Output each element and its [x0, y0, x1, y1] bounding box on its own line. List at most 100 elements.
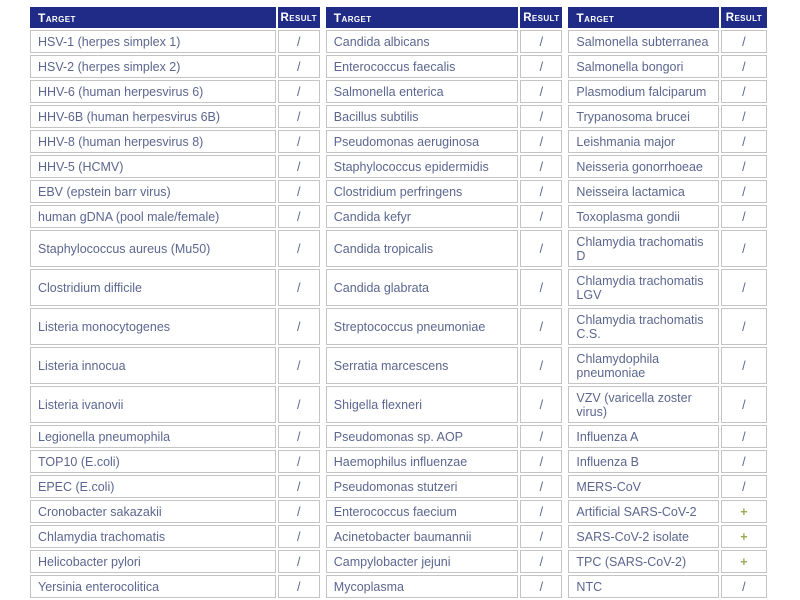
column-gap [322, 205, 324, 228]
result-cell: / [520, 105, 563, 128]
target-cell: Chlamydia trachomatis LGV [568, 269, 719, 306]
result-cell: / [520, 425, 563, 448]
target-cell: TOP10 (E.coli) [30, 450, 276, 473]
table-row: HHV-8 (human herpesvirus 8) / Pseudomonas … [30, 130, 767, 153]
column-gap [564, 155, 566, 178]
specificity-results-table: Target Result Target Result Target Resul… [28, 5, 769, 600]
target-cell: Leishmania major [568, 130, 719, 153]
column-gap [564, 7, 566, 28]
result-cell: / [277, 575, 320, 598]
result-cell: / [277, 550, 320, 573]
result-cell: / [277, 450, 320, 473]
result-cell: / [277, 155, 320, 178]
target-cell: Staphylococcus epidermidis [325, 155, 519, 178]
column-gap [322, 308, 324, 345]
target-cell: Chlamydia trachomatis [30, 525, 276, 548]
target-cell: Listeria innocua [30, 347, 276, 384]
target-cell: Salmonella bongori [568, 55, 719, 78]
target-cell: Influenza B [568, 450, 719, 473]
column-gap [564, 347, 566, 384]
result-cell: / [277, 105, 320, 128]
target-cell: Plasmodium falciparum [568, 80, 719, 103]
column-gap [564, 525, 566, 548]
target-cell: HHV-8 (human herpesvirus 8) [30, 130, 276, 153]
column-gap [564, 80, 566, 103]
target-cell: Enterococcus faecalis [325, 55, 519, 78]
table-row: Clostridium difficile / Candida glabrata / C… [30, 269, 767, 306]
column-gap [322, 575, 324, 598]
result-cell: / [277, 205, 320, 228]
result-cell: / [277, 269, 320, 306]
column-gap [322, 450, 324, 473]
table-body: HSV-1 (herpes simplex 1) / Candida albican… [30, 30, 767, 598]
result-cell: / [520, 500, 563, 523]
target-cell: Chlamydia trachomatis C.S. [568, 308, 719, 345]
result-cell: / [720, 80, 767, 103]
target-cell: Serratia marcescens [325, 347, 519, 384]
result-cell: / [720, 230, 767, 267]
target-cell: Legionella pneumophila [30, 425, 276, 448]
column-gap [564, 550, 566, 573]
target-cell: TPC (SARS-CoV-2) [568, 550, 719, 573]
result-cell: / [277, 308, 320, 345]
result-cell: / [720, 386, 767, 423]
table-row: EBV (epstein barr virus) / Clostridium per… [30, 180, 767, 203]
target-cell: Toxoplasma gondii [568, 205, 719, 228]
column-gap [322, 105, 324, 128]
target-cell: HHV-5 (HCMV) [30, 155, 276, 178]
result-cell: / [277, 80, 320, 103]
result-cell: / [520, 450, 563, 473]
target-cell: Candida glabrata [325, 269, 519, 306]
target-cell: human gDNA (pool male/female) [30, 205, 276, 228]
column-gap [322, 7, 324, 28]
header-result-1: Result [277, 7, 320, 28]
target-cell: Streptococcus pneumoniae [325, 308, 519, 345]
table-row: Chlamydia trachomatis / Acinetobacter baum… [30, 525, 767, 548]
target-cell: Acinetobacter baumannii [325, 525, 519, 548]
column-gap [564, 55, 566, 78]
target-cell: Pseudomonas stutzeri [325, 475, 519, 498]
header-target-2: Target [325, 7, 519, 28]
result-cell: / [520, 575, 563, 598]
result-cell: / [520, 80, 563, 103]
column-gap [322, 550, 324, 573]
result-cell: / [277, 525, 320, 548]
table-row: TOP10 (E.coli) / Haemophilus influenzae / In… [30, 450, 767, 473]
target-cell: HSV-2 (herpes simplex 2) [30, 55, 276, 78]
target-cell: Haemophilus influenzae [325, 450, 519, 473]
column-gap [564, 500, 566, 523]
column-gap [322, 55, 324, 78]
target-cell: Clostridium perfringens [325, 180, 519, 203]
result-cell: / [720, 425, 767, 448]
target-cell: Neisseria gonorrhoeae [568, 155, 719, 178]
column-gap [564, 450, 566, 473]
table-row: Yersinia enterocolitica / Mycoplasma / NTC / [30, 575, 767, 598]
target-cell: Shigella flexneri [325, 386, 519, 423]
table-row: HHV-5 (HCMV) / Staphylococcus epidermidis /… [30, 155, 767, 178]
target-cell: Influenza A [568, 425, 719, 448]
column-gap [564, 105, 566, 128]
target-cell: Candida albicans [325, 30, 519, 53]
table-row: human gDNA (pool male/female) / Candida ke… [30, 205, 767, 228]
table-row: HHV-6 (human herpesvirus 6) / Salmonella e… [30, 80, 767, 103]
result-cell: / [720, 475, 767, 498]
target-cell: Pseudomonas sp. AOP [325, 425, 519, 448]
table-row: Helicobacter pylori / Campylobacter jejuni… [30, 550, 767, 573]
target-cell: Yersinia enterocolitica [30, 575, 276, 598]
column-gap [564, 269, 566, 306]
result-cell: / [520, 205, 563, 228]
table-row: Listeria monocytogenes / Streptococcus pne… [30, 308, 767, 345]
column-gap [322, 230, 324, 267]
result-cell: / [277, 130, 320, 153]
target-cell: Listeria ivanovii [30, 386, 276, 423]
column-gap [322, 386, 324, 423]
target-cell: Enterococcus faecium [325, 500, 519, 523]
column-gap [564, 130, 566, 153]
target-cell: MERS-CoV [568, 475, 719, 498]
column-gap [322, 500, 324, 523]
column-gap [564, 230, 566, 267]
target-cell: Trypanosoma brucei [568, 105, 719, 128]
table-row: EPEC (E.coli) / Pseudomonas stutzeri / MERS-… [30, 475, 767, 498]
result-cell: + [720, 500, 767, 523]
